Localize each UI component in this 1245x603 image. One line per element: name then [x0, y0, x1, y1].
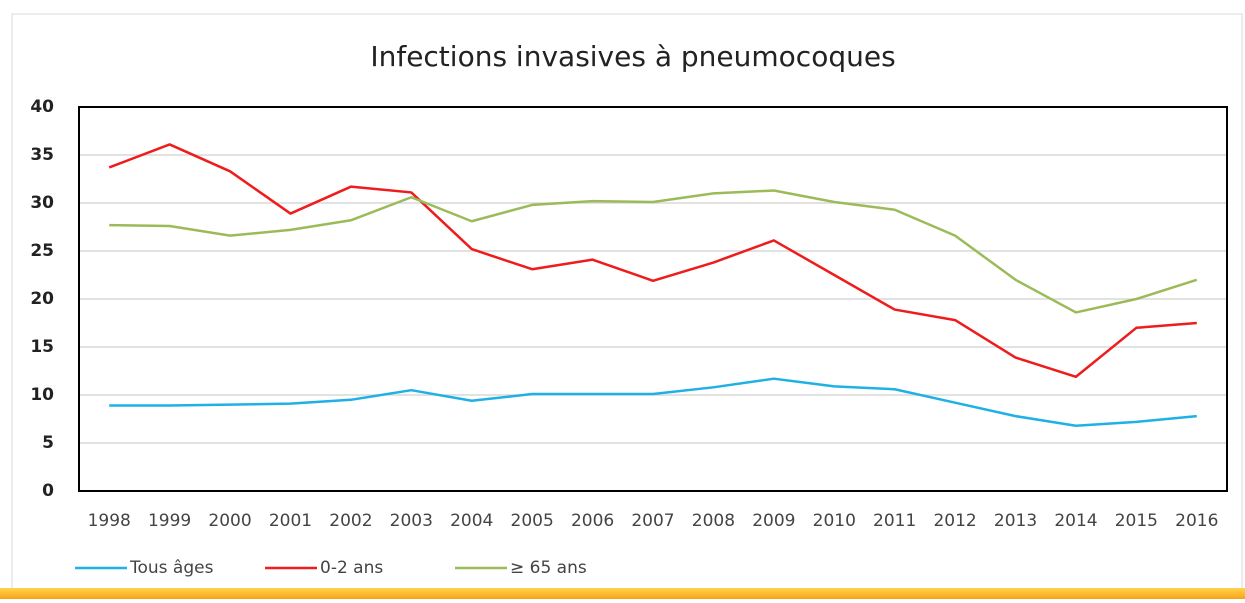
- x-tick-label: 1999: [148, 511, 191, 531]
- legend-label: 0-2 ans: [320, 558, 383, 578]
- y-tick-label: 5: [42, 433, 54, 453]
- x-tick-label: 2016: [1175, 511, 1218, 531]
- x-tick-label: 2007: [631, 511, 674, 531]
- x-tick-label: 2005: [511, 511, 554, 531]
- legend-label: ≥ 65 ans: [510, 558, 587, 578]
- x-tick-label: 2010: [813, 511, 856, 531]
- series-line: [109, 189, 1198, 314]
- x-tick-label: 2009: [752, 511, 795, 531]
- x-tick-label: 2011: [873, 511, 916, 531]
- x-tick-label: 2004: [450, 511, 493, 531]
- plot-border: [78, 106, 1228, 492]
- legend-label: Tous âges: [129, 558, 214, 578]
- y-tick-label: 25: [30, 241, 54, 261]
- footer-bar: [0, 588, 1245, 599]
- y-tick-label: 35: [30, 145, 54, 165]
- x-tick-label: 2003: [390, 511, 433, 531]
- x-tick-label: 1998: [88, 511, 131, 531]
- x-tick-label: 2014: [1054, 511, 1097, 531]
- y-tick-label: 10: [30, 385, 54, 405]
- chart-title: Infections invasives à pneumocoques: [370, 40, 895, 73]
- x-tick-label: 2001: [269, 511, 312, 531]
- chart-frame: [11, 13, 1243, 591]
- y-tick-label: 0: [42, 481, 54, 501]
- y-tick-label: 15: [30, 337, 54, 357]
- y-tick-label: 40: [30, 97, 54, 117]
- x-tick-label: 2006: [571, 511, 614, 531]
- x-tick-label: 2008: [692, 511, 735, 531]
- series-line: [109, 377, 1197, 427]
- x-tick-label: 2012: [933, 511, 976, 531]
- x-tick-label: 2000: [208, 511, 251, 531]
- series-line: [108, 143, 1197, 379]
- x-tick-label: 2002: [329, 511, 372, 531]
- x-tick-label: 2013: [994, 511, 1037, 531]
- y-tick-label: 30: [30, 193, 54, 213]
- y-tick-label: 20: [30, 289, 54, 309]
- x-tick-label: 2015: [1115, 511, 1158, 531]
